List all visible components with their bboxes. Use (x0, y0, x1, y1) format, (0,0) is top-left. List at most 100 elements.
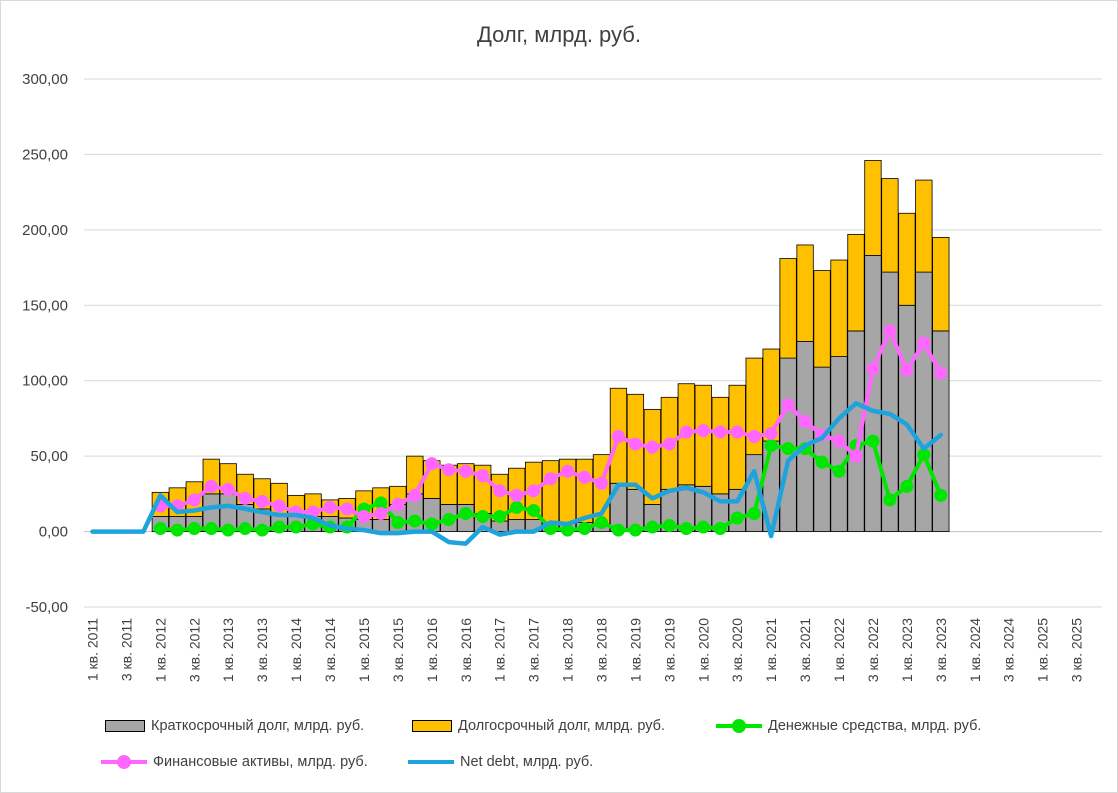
cash-point (527, 503, 541, 517)
x-tick-label: 3 кв. 2016 (458, 618, 474, 682)
y-tick-label: 100,00 (22, 373, 68, 390)
bar-long-term-debt (745, 357, 763, 456)
legend-swatch-fin-assets (101, 755, 147, 769)
cash-point (391, 516, 405, 530)
bar-long-term-debt (779, 258, 797, 359)
financial-assets-point (578, 470, 592, 484)
x-tick-label: 3 кв. 2013 (254, 618, 270, 682)
x-tick-label: 3 кв. 2018 (593, 618, 609, 682)
cash-point (425, 517, 439, 531)
x-tick-label: 1 кв. 2023 (899, 618, 915, 682)
x-tick-label: 1 кв. 2016 (424, 618, 440, 682)
x-tick-label: 3 кв. 2011 (118, 618, 134, 681)
x-tick-label: 1 кв. 2013 (220, 618, 236, 682)
bar-short-term-debt (881, 271, 899, 532)
financial-assets-point (696, 423, 710, 437)
x-tick-label: 3 кв. 2019 (661, 618, 677, 682)
bar-short-term-debt (372, 519, 390, 532)
x-tick-label: 1 кв. 2025 (1035, 618, 1051, 682)
cash-point (510, 500, 524, 514)
financial-assets-point (238, 491, 252, 505)
financial-assets-point (917, 336, 931, 350)
cash-point (883, 493, 897, 507)
financial-assets-point (221, 482, 235, 496)
financial-assets-point (272, 499, 286, 513)
bar-long-term-debt (796, 244, 814, 342)
cash-point (272, 520, 286, 534)
cash-point (170, 523, 184, 537)
financial-assets-point (391, 497, 405, 511)
financial-assets-point (204, 479, 218, 493)
financial-assets-point (340, 502, 354, 516)
x-tick-label: 3 кв. 2015 (390, 618, 406, 682)
cash-point (866, 434, 880, 448)
legend-swatch-cash (716, 719, 762, 733)
cash-point (917, 448, 931, 462)
financial-assets-point (527, 484, 541, 498)
financial-assets-point (374, 506, 388, 520)
legend-item-long-debt: Долгосрочный долг, млрд. руб. (412, 718, 665, 734)
financial-assets-point (255, 494, 269, 508)
y-tick-label: -50,00 (25, 599, 68, 616)
legend-label-cash: Денежные средства, млрд. руб. (768, 718, 982, 734)
financial-assets-point (459, 464, 473, 478)
financial-assets-point (425, 457, 439, 471)
cash-point (374, 496, 388, 510)
financial-assets-point (628, 437, 642, 451)
legend-label-fin-assets: Финансовые активы, млрд. руб. (153, 754, 368, 770)
legend-item-net-debt: Net debt, млрд. руб. (408, 754, 593, 770)
cash-point (459, 506, 473, 520)
x-tick-label: 3 кв. 2014 (322, 618, 338, 682)
financial-assets-point (187, 493, 201, 507)
bar-long-term-debt (813, 270, 831, 368)
x-tick-label: 1 кв. 2021 (763, 618, 779, 682)
bar-long-term-debt (575, 458, 594, 523)
financial-assets-point (408, 488, 422, 502)
financial-assets-point (781, 398, 795, 412)
cash-point (561, 523, 575, 537)
bar-short-term-debt (813, 366, 831, 532)
cash-point (289, 520, 303, 534)
cash-point (493, 509, 507, 523)
cash-point (934, 488, 948, 502)
x-tick-label: 1 кв. 2018 (560, 618, 576, 682)
cash-point (408, 514, 422, 528)
x-tick-label: 1 кв. 2015 (356, 618, 372, 682)
financial-assets-point (679, 425, 693, 439)
cash-point (696, 520, 710, 534)
y-tick-label: 300,00 (22, 71, 68, 88)
cash-point (781, 442, 795, 456)
x-tick-label: 1 кв. 2017 (492, 618, 508, 682)
legend-swatch-net-debt (408, 755, 454, 769)
financial-assets-point (866, 362, 880, 376)
financial-assets-point (493, 484, 507, 498)
line-series (90, 324, 948, 546)
cash-point (628, 523, 642, 537)
cash-point (645, 520, 659, 534)
legend-label-net-debt: Net debt, млрд. руб. (460, 754, 594, 770)
x-tick-label: 1 кв. 2011 (84, 618, 100, 681)
legend-item-fin-assets: Финансовые активы, млрд. руб. (101, 754, 368, 770)
financial-assets-point (730, 425, 744, 439)
cash-point (679, 522, 693, 536)
bar-long-term-debt (830, 259, 848, 357)
bar-long-term-debt (541, 460, 560, 523)
x-tick-label: 3 кв. 2020 (729, 618, 745, 682)
y-tick-label: 50,00 (30, 448, 68, 465)
legend-label-long-debt: Долгосрочный долг, млрд. руб. (458, 718, 665, 734)
financial-assets-point (883, 324, 897, 338)
x-tick-label: 1 кв. 2022 (831, 618, 847, 682)
bar-long-term-debt (711, 396, 729, 495)
bar-long-term-debt (643, 408, 662, 505)
cash-point (815, 455, 829, 469)
cash-point (221, 523, 235, 537)
cash-point (900, 479, 914, 493)
x-tick-label: 3 кв. 2017 (526, 618, 542, 682)
cash-point (713, 522, 727, 536)
legend-label-short-debt: Краткосрочный долг, млрд. руб. (151, 718, 365, 734)
x-tick-label: 1 кв. 2019 (627, 618, 643, 682)
cash-point (730, 511, 744, 525)
y-tick-label: 150,00 (22, 297, 68, 314)
cash-point (662, 519, 676, 533)
